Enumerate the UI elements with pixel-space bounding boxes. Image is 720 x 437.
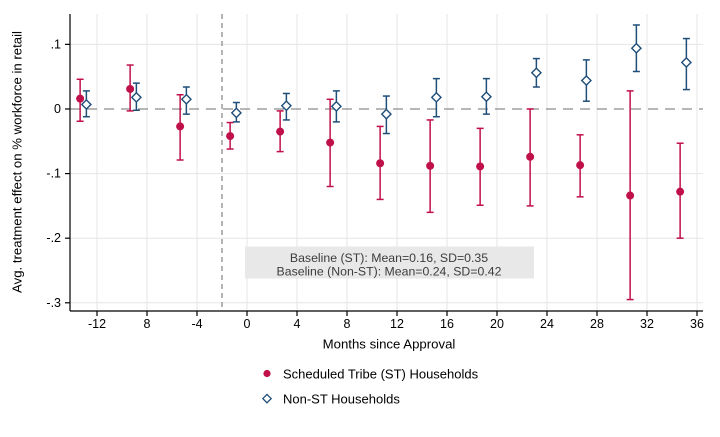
baseline-annotation-box: Baseline (ST): Mean=0.16, SD=0.35 Baseli… — [245, 246, 534, 279]
x-tick-label: 8 — [344, 317, 351, 331]
ci-point-month-19 — [476, 127, 485, 206]
legend-marker-nonst-diamond-icon — [261, 393, 273, 404]
point-marker-circle — [176, 122, 185, 131]
x-tick-label: 0 — [244, 317, 251, 331]
point-marker-circle — [676, 187, 685, 196]
y-tick-label: -.1 — [46, 167, 61, 181]
y-tick-label: 0 — [54, 102, 61, 116]
x-tick-label: 16 — [440, 317, 454, 331]
ci-point-month--13 — [76, 78, 85, 122]
point-marker-diamond — [630, 42, 642, 54]
legend-label-nonst: Non-ST Households — [283, 392, 400, 407]
point-marker-circle — [476, 162, 485, 171]
ci-point-month--5 — [176, 94, 185, 161]
ci-point-month--9 — [130, 82, 142, 112]
y-tick-label: -.3 — [46, 296, 61, 310]
x-tick-label: -12 — [88, 317, 106, 331]
ci-point-month-31 — [626, 90, 635, 301]
annotation-background — [245, 246, 534, 279]
point-marker-diamond — [280, 100, 292, 112]
x-tick-label: 12 — [390, 317, 404, 331]
ci-point-month--1 — [230, 101, 242, 123]
x-tick-label: 20 — [490, 317, 504, 331]
ci-point-month-7 — [326, 98, 335, 188]
y-tick-label: -.2 — [46, 231, 61, 245]
reference-lines-layer — [70, 14, 703, 311]
ci-point-month-19 — [480, 77, 492, 115]
legend-marker-st-circle-icon — [263, 369, 271, 378]
y-tick-label: .1 — [51, 37, 61, 51]
point-marker-diamond — [680, 56, 692, 69]
point-marker-diamond — [330, 100, 342, 112]
ci-point-month-35 — [676, 142, 685, 239]
point-marker-circle — [126, 84, 135, 93]
point-marker-diamond — [530, 67, 542, 79]
point-marker-diamond — [580, 74, 592, 87]
ci-point-month--13 — [80, 90, 92, 118]
ci-point-month-23 — [530, 57, 542, 88]
x-tick-label: 24 — [540, 317, 554, 331]
ci-point-month-27 — [580, 59, 592, 102]
point-marker-diamond — [430, 91, 442, 103]
y-axis-title: Avg. treatment effect on % workforce in … — [10, 31, 25, 293]
ci-point-month-15 — [430, 77, 442, 118]
ci-point-month-23 — [526, 108, 535, 207]
x-tick-label: 4 — [294, 317, 301, 331]
point-marker-circle — [376, 159, 385, 168]
ci-point-month-15 — [426, 119, 435, 214]
x-tick-label: 36 — [690, 317, 704, 331]
ci-point-month-35 — [680, 37, 692, 91]
point-marker-diamond — [80, 98, 92, 111]
ci-point-month-3 — [276, 110, 285, 153]
ci-point-month-27 — [576, 134, 585, 198]
ci-point-month-11 — [380, 95, 392, 135]
legend-label-st: Scheduled Tribe (ST) Households — [283, 367, 479, 382]
nonst-series — [80, 24, 692, 135]
ci-point-month--5 — [180, 86, 192, 115]
point-marker-circle — [526, 152, 535, 161]
point-marker-circle — [76, 94, 85, 103]
x-tick-label: 28 — [590, 317, 604, 331]
point-marker-circle — [626, 191, 635, 200]
point-marker-circle — [326, 138, 335, 147]
legend: Scheduled Tribe (ST) Households Non-ST H… — [261, 367, 479, 407]
ci-point-month-3 — [280, 92, 292, 121]
ci-point-month--1 — [226, 121, 235, 150]
x-axis-title: Months since Approval — [323, 337, 456, 352]
point-marker-circle — [576, 161, 585, 170]
ci-point-month-11 — [376, 125, 385, 201]
ci-point-month--9 — [126, 64, 135, 112]
ci-point-month-7 — [330, 90, 342, 123]
series-layer — [76, 24, 692, 301]
point-marker-circle — [276, 127, 285, 136]
point-marker-circle — [226, 132, 235, 141]
point-marker-diamond — [230, 107, 242, 119]
point-marker-circle — [426, 161, 435, 170]
point-marker-diamond — [380, 108, 392, 120]
point-marker-diamond — [480, 91, 492, 103]
grid-layer — [70, 14, 703, 311]
point-marker-diamond — [130, 91, 142, 103]
axes-layer: .1 0 -.1 -.2 -.3 -12 8 -4 0 4 8 12 16 20 24 28 32 36 — [46, 14, 704, 331]
x-tick-label: -4 — [191, 317, 202, 331]
x-tick-label: 8 — [144, 317, 151, 331]
annotation-line-2: Baseline (Non-ST): Mean=0.24, SD=0.42 — [277, 265, 502, 279]
x-tick-label: 32 — [640, 317, 654, 331]
point-marker-diamond — [180, 93, 192, 105]
annotation-line-1: Baseline (ST): Mean=0.16, SD=0.35 — [290, 251, 488, 265]
st-series — [76, 64, 685, 301]
ci-point-month-31 — [630, 24, 642, 73]
